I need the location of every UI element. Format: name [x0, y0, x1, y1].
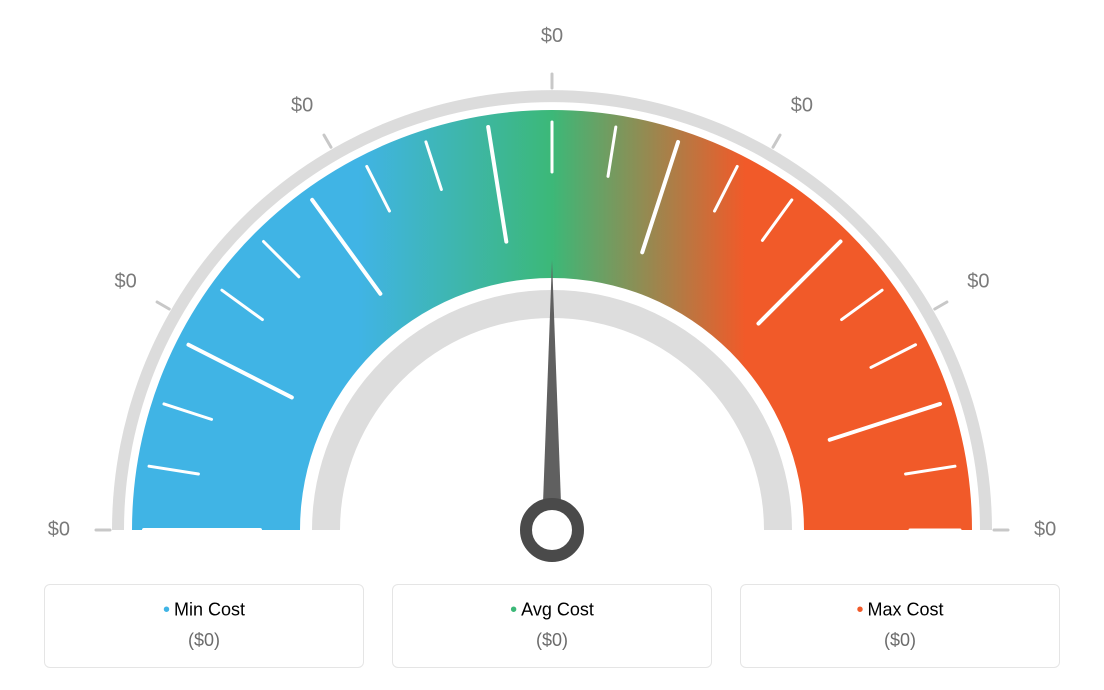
- legend-label-max: Max Cost: [867, 599, 943, 619]
- legend-title-min: •Min Cost: [45, 599, 363, 622]
- gauge-svg: [32, 10, 1072, 570]
- dial-label-1: $0: [115, 271, 137, 294]
- legend-dot-avg: •: [510, 599, 517, 621]
- legend-row: •Min Cost ($0) •Avg Cost ($0) •Max Cost …: [44, 584, 1060, 668]
- legend-dot-max: •: [856, 599, 863, 621]
- legend-value-max: ($0): [741, 630, 1059, 651]
- dial-label-5: $0: [967, 271, 989, 294]
- dial-label-4: $0: [791, 94, 813, 117]
- legend-title-max: •Max Cost: [741, 599, 1059, 622]
- legend-value-avg: ($0): [393, 630, 711, 651]
- gauge: $0 $0 $0 $0 $0 $0 $0: [32, 10, 1072, 570]
- legend-box-avg: •Avg Cost ($0): [392, 584, 712, 668]
- legend-box-min: •Min Cost ($0): [44, 584, 364, 668]
- legend-label-min: Min Cost: [174, 599, 245, 619]
- legend-value-min: ($0): [45, 630, 363, 651]
- legend-box-max: •Max Cost ($0): [740, 584, 1060, 668]
- dial-label-2: $0: [291, 94, 313, 117]
- dial-label-0: $0: [48, 519, 70, 542]
- legend-dot-min: •: [163, 599, 170, 621]
- chart-container: $0$0$0$0$0$0$0 •Min Cost ($0) •Avg Cost …: [0, 0, 1104, 690]
- legend-label-avg: Avg Cost: [521, 599, 594, 619]
- dial-label-3: $0: [541, 25, 563, 48]
- dial-label-6: $0: [1034, 519, 1056, 542]
- legend-title-avg: •Avg Cost: [393, 599, 711, 622]
